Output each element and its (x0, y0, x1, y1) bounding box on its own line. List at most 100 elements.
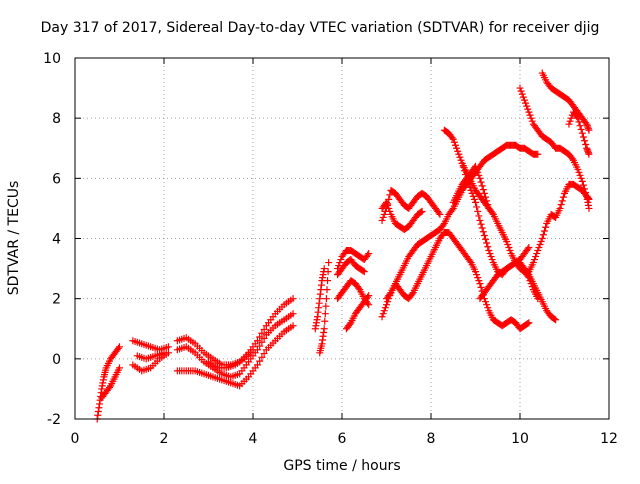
data-point (484, 243, 492, 251)
data-point (355, 284, 363, 292)
data-point (525, 319, 533, 327)
data-point (578, 177, 586, 185)
data-point (483, 239, 491, 247)
data-point (105, 383, 113, 391)
data-point (585, 126, 593, 134)
data-point (575, 118, 583, 126)
data-point (529, 259, 537, 267)
data-point (449, 135, 457, 143)
data-point (473, 203, 481, 211)
data-point (321, 317, 329, 325)
data-point (483, 197, 491, 205)
data-point (576, 122, 584, 130)
data-point (473, 271, 481, 279)
data-point (474, 207, 482, 215)
data-point (552, 316, 560, 324)
data-point (556, 204, 564, 212)
data-point (436, 210, 444, 218)
data-point (528, 283, 536, 291)
data-point (383, 301, 390, 309)
data-point (365, 301, 373, 309)
data-point (451, 141, 459, 149)
data-point (456, 153, 464, 161)
data-point (472, 268, 479, 276)
data-point (524, 105, 532, 113)
data-point (538, 235, 546, 242)
data-point (473, 165, 481, 173)
data-point (482, 193, 490, 201)
data-point (260, 350, 268, 358)
data-point (520, 96, 528, 104)
data-point (519, 93, 527, 101)
data-point (484, 304, 492, 312)
data-point (567, 114, 575, 122)
data-point (585, 195, 593, 203)
data-point (574, 114, 582, 122)
data-marks (93, 69, 593, 423)
data-point (527, 280, 535, 288)
data-point (480, 231, 488, 239)
y-tick-label: 4 (52, 232, 61, 248)
data-point (477, 178, 485, 186)
data-point (503, 238, 511, 246)
data-point (534, 295, 542, 303)
data-point (478, 224, 486, 232)
data-point (378, 313, 386, 321)
data-point (385, 204, 393, 212)
data-point (482, 235, 490, 243)
data-point (323, 286, 331, 294)
data-point (116, 364, 123, 372)
data-point (258, 353, 266, 361)
data-point (114, 344, 122, 352)
data-point (320, 265, 328, 273)
data-point (474, 168, 482, 176)
data-point (260, 326, 268, 334)
data-point (585, 150, 593, 158)
y-tick-labels: -2 0 2 4 6 8 10 (43, 51, 61, 428)
data-point (535, 244, 543, 252)
data-point (346, 320, 354, 328)
data-point (383, 198, 390, 206)
data-point (566, 117, 574, 125)
x-tick-label: 6 (338, 431, 347, 447)
data-point (479, 228, 487, 236)
data-point (524, 245, 532, 253)
data-point (528, 117, 536, 125)
data-point (505, 244, 513, 252)
y-tick-label: 8 (52, 111, 61, 127)
data-point (453, 144, 461, 152)
data-point (289, 310, 297, 318)
data-point (522, 99, 530, 107)
data-point (484, 201, 492, 209)
chart-title: Day 317 of 2017, Sidereal Day-to-day VTE… (41, 20, 600, 36)
data-point (365, 250, 373, 258)
data-point (523, 102, 531, 110)
data-point (582, 140, 590, 148)
data-point (258, 329, 266, 337)
data-point (466, 183, 474, 191)
data-point (253, 361, 261, 369)
data-point (256, 342, 264, 350)
data-point (576, 171, 584, 179)
y-tick-label: 6 (52, 171, 61, 187)
data-point (557, 201, 565, 209)
data-point (476, 216, 484, 224)
data-point (466, 257, 474, 265)
data-point (559, 193, 567, 201)
data-point (525, 274, 533, 282)
data-point (253, 337, 261, 345)
data-point (472, 162, 479, 170)
data-point (542, 223, 550, 231)
data-point (320, 325, 328, 333)
data-point (488, 256, 496, 264)
x-tick-label: 0 (71, 431, 80, 447)
data-point (322, 295, 330, 303)
data-point (472, 198, 479, 206)
data-point (478, 182, 486, 190)
data-point (289, 295, 297, 303)
data-point (517, 87, 525, 95)
data-point (483, 301, 491, 309)
data-point (322, 302, 330, 310)
data-point (582, 119, 590, 127)
